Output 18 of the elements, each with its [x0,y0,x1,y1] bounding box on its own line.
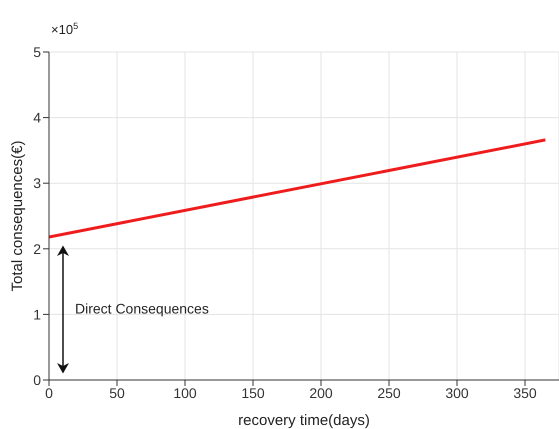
x-tick-label: 350 [513,384,537,401]
x-tick-label: 300 [445,384,469,401]
y-tick-label: 2 [33,240,42,257]
y-tick-label: 0 [33,372,42,388]
x-tick-label: 0 [45,384,54,401]
y-tick-label: 3 [33,175,42,192]
y-tick-label: 4 [33,110,42,126]
text: ×10$^{5}$ [51,21,78,37]
y-axis-title: Total consequences(€) [9,140,26,292]
x-tick-label: 250 [377,384,401,401]
x-tick-label: 100 [173,384,197,401]
x-axis-title: recovery time(days) [238,412,370,429]
x-tick-label: 150 [241,384,265,401]
annotation: Direct Consequences [75,300,209,316]
y-tick-label: 1 [33,306,42,322]
x-tick-label: 200 [309,384,333,401]
x-tick-label: 50 [109,384,125,401]
y-tick-label: 5 [33,44,42,60]
